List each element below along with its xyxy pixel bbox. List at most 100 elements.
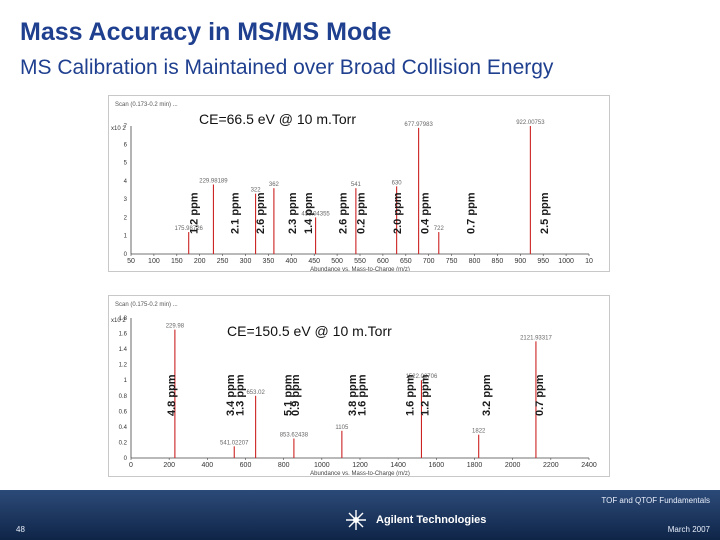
y-tick-label: 1	[124, 378, 128, 384]
ppm-annotation: 3.4 ppm	[225, 374, 237, 416]
x-tick-label: 400	[285, 258, 297, 265]
x-tick-label: 2000	[505, 462, 521, 469]
x-axis-label: Abundance vs. Mass-to-Charge (m/z)	[310, 471, 410, 476]
x-axis-label: Abundance vs. Mass-to-Charge (m/z)	[310, 267, 410, 271]
peak-label: 1822	[472, 429, 486, 435]
x-tick-label: 250	[217, 258, 229, 265]
x-tick-label: 50	[127, 258, 135, 265]
peak-label: 229.98	[166, 324, 185, 330]
x-tick-label: 600	[240, 462, 252, 469]
collision-energy-title: CE=66.5 eV @ 10 m.Torr	[199, 111, 356, 127]
y-scale-label: x10 2	[111, 126, 126, 132]
peak-label: 1105	[335, 425, 349, 431]
y-scale-label: x10 2	[111, 318, 126, 324]
x-tick-label: 750	[446, 258, 458, 265]
y-tick-label: 0.4	[119, 425, 128, 431]
peak-label: 853.62438	[280, 433, 309, 439]
x-tick-label: 100	[148, 258, 160, 265]
peak-label: 2121.93317	[520, 335, 552, 341]
ppm-annotation: 4.8 ppm	[166, 374, 178, 416]
ppm-annotation: 1.3 ppm	[235, 374, 247, 416]
peak-label: 541.02207	[220, 440, 249, 446]
x-tick-label: 1000	[314, 462, 330, 469]
x-tick-label: 300	[240, 258, 252, 265]
logo-text: Agilent Technologies	[376, 514, 487, 526]
y-tick-label: 1.2	[119, 363, 128, 369]
footer-date: March 2007	[667, 525, 710, 534]
peak-label: 1522.02706	[406, 374, 438, 380]
slide-title: Mass Accuracy in MS/MS Mode	[20, 18, 392, 46]
peak-label: 722	[434, 226, 445, 232]
x-tick-label: 350	[263, 258, 275, 265]
ppm-annotation: 3.8 ppm	[347, 374, 359, 416]
y-tick-label: 0	[124, 252, 128, 258]
x-tick-label: 2200	[543, 462, 559, 469]
spectrum-chart-bottom: Scan (0.175-0.2 min) ... x10 2 0 200 400 600 8…	[111, 302, 597, 477]
x-tick-label: 200	[194, 258, 206, 265]
y-tick-label: 5	[124, 161, 128, 167]
ppm-annotation: 0.9 ppm	[290, 374, 302, 416]
x-tick-label: 400	[201, 462, 213, 469]
x-tick-label: 600	[377, 258, 389, 265]
y-tick-label: 4	[124, 179, 128, 185]
slide-subtitle: MS Calibration is Maintained over Broad …	[20, 56, 554, 79]
y-tick-label: 7	[124, 124, 128, 130]
ppm-annotation: 1.2 ppm	[420, 374, 432, 416]
ppm-annotation: 2.1 ppm	[230, 192, 242, 234]
collision-energy-title: CE=150.5 eV @ 10 m.Torr	[227, 323, 392, 339]
agilent-logo: Agilent Technologies	[344, 508, 486, 532]
peak-label: 229.98189	[199, 179, 228, 185]
peak-label: 453.04355	[301, 211, 330, 217]
y-tick-label: 2	[124, 215, 128, 221]
x-tick-label: 0	[129, 462, 133, 469]
y-tick-label: 1.8	[119, 316, 128, 322]
x-tick-label: 650	[400, 258, 412, 265]
page-number: 48	[16, 525, 25, 534]
ppm-annotation: 1.4 ppm	[303, 192, 315, 234]
y-tick-label: 0	[124, 456, 128, 462]
x-tick-label: 900	[514, 258, 526, 265]
x-tick-label: 850	[492, 258, 504, 265]
peak-label: 922.00753	[516, 120, 545, 126]
x-tick-label: 1600	[429, 462, 445, 469]
ppm-annotation: 1.2 ppm	[188, 192, 200, 234]
peak-label: 653.02	[246, 390, 265, 396]
ppm-annotation: 1.6 ppm	[357, 374, 369, 416]
x-tick-label: 950	[537, 258, 549, 265]
y-tick-label: 0.8	[119, 394, 128, 400]
y-tick-label: 1	[124, 234, 128, 240]
ppm-annotation: 2.3 ppm	[287, 192, 299, 234]
ppm-annotation: 2.6 ppm	[337, 192, 349, 234]
footer-text: TOF and QTOF Fundamentals	[601, 496, 710, 505]
spectrum-panel-bottom: Scan (0.175-0.2 min) ... x10 2 0 200 400 600 8…	[108, 295, 610, 477]
y-tick-label: 6	[124, 142, 128, 148]
peak-label: 677.97983	[404, 122, 433, 128]
ppm-annotation: 2.6 ppm	[255, 192, 267, 234]
footer-bar: TOF and QTOF Fundamentals Agilent Techno…	[0, 490, 720, 540]
agilent-spark-icon	[346, 510, 366, 530]
peak-label: 362	[269, 182, 280, 188]
ppm-annotation: 2.0 ppm	[392, 192, 404, 234]
peak-label: 175.98726	[175, 226, 204, 232]
x-tick-label: 450	[308, 258, 320, 265]
x-tick-label: 700	[423, 258, 435, 265]
x-tick-label: 800	[469, 258, 481, 265]
x-tick-label: 10	[585, 258, 593, 265]
x-tick-label: 200	[163, 462, 175, 469]
ppm-annotation: 2.5 ppm	[539, 192, 551, 234]
x-tick-label: 1000	[558, 258, 574, 265]
y-tick-label: 3	[124, 197, 128, 203]
ppm-annotation: 0.7 ppm	[466, 192, 478, 234]
ppm-annotation: 3.2 ppm	[481, 374, 493, 416]
peak-label: 541	[351, 182, 362, 188]
y-tick-label: 1.6	[119, 332, 128, 338]
x-tick-label: 1200	[352, 462, 368, 469]
ppm-annotation: 0.4 ppm	[420, 192, 432, 234]
x-tick-label: 550	[354, 258, 366, 265]
ppm-annotation: 0.7 ppm	[534, 374, 546, 416]
x-tick-label: 500	[331, 258, 343, 265]
x-tick-label: 2400	[581, 462, 597, 469]
x-tick-label: 150	[171, 258, 183, 265]
x-tick-label: 800	[278, 462, 290, 469]
spectrum-header: Scan (0.175-0.2 min) ...	[115, 302, 178, 308]
